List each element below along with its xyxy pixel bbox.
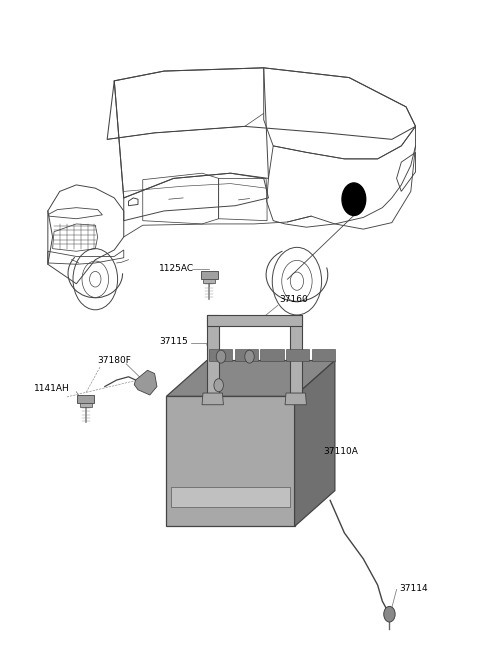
Text: 1141AH: 1141AH xyxy=(34,384,70,393)
Text: 37115: 37115 xyxy=(159,337,188,346)
Text: 37114: 37114 xyxy=(399,584,428,592)
Polygon shape xyxy=(285,393,306,405)
Polygon shape xyxy=(261,349,284,361)
Polygon shape xyxy=(167,396,295,526)
Circle shape xyxy=(342,183,366,215)
Text: 1125AC: 1125AC xyxy=(159,264,194,273)
Polygon shape xyxy=(203,279,216,283)
Text: 37160: 37160 xyxy=(279,295,308,304)
Polygon shape xyxy=(207,315,301,327)
Polygon shape xyxy=(80,403,92,407)
Polygon shape xyxy=(295,361,335,526)
Circle shape xyxy=(384,606,395,622)
Circle shape xyxy=(245,350,254,363)
Polygon shape xyxy=(312,349,335,361)
Polygon shape xyxy=(209,349,232,361)
Text: 37180F: 37180F xyxy=(97,356,132,365)
Text: 37110A: 37110A xyxy=(323,447,358,456)
Circle shape xyxy=(216,350,226,363)
Polygon shape xyxy=(77,395,95,403)
Polygon shape xyxy=(235,349,258,361)
Polygon shape xyxy=(202,393,223,405)
Polygon shape xyxy=(171,487,290,507)
Circle shape xyxy=(214,379,223,392)
Polygon shape xyxy=(286,349,310,361)
Polygon shape xyxy=(207,315,219,393)
Polygon shape xyxy=(134,370,157,395)
Polygon shape xyxy=(167,361,335,396)
Polygon shape xyxy=(201,272,218,279)
Polygon shape xyxy=(290,315,301,393)
